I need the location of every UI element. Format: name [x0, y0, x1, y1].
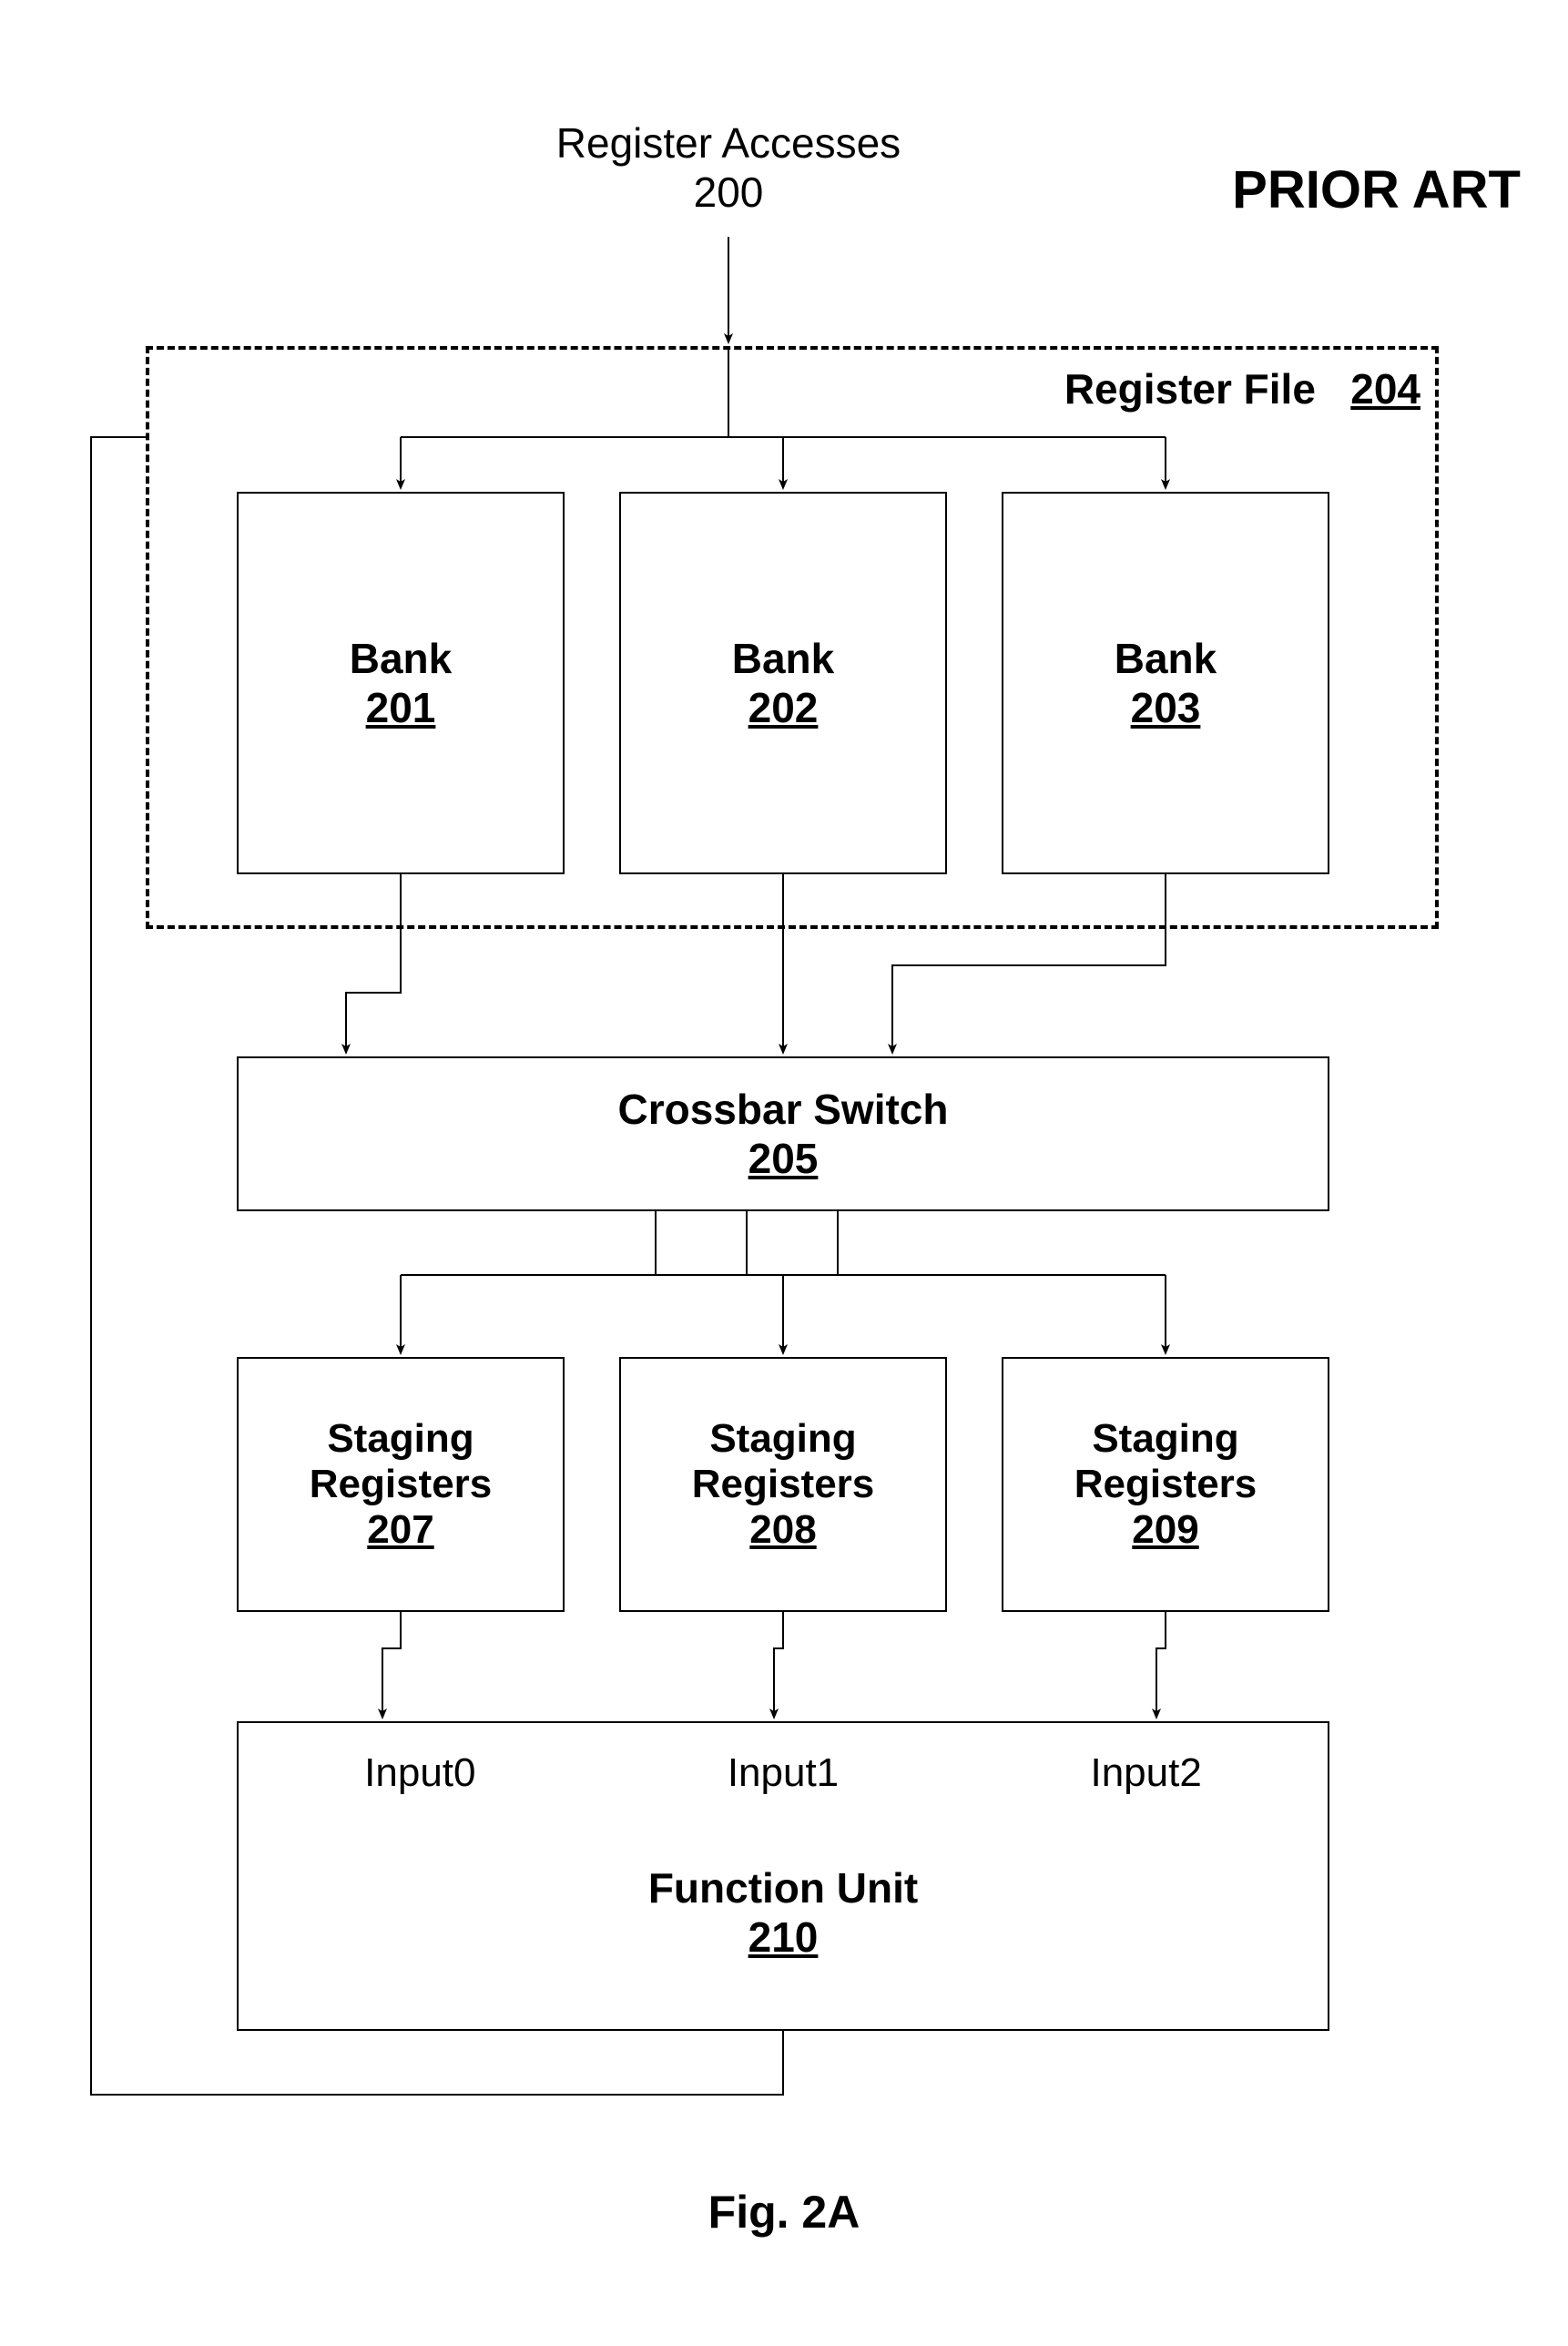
register-file-text: Register File: [1064, 365, 1316, 413]
register-file-num: 204: [1350, 365, 1420, 413]
staging-209-label2: Registers: [1074, 1462, 1257, 1507]
staging-207-label2: Registers: [310, 1462, 493, 1507]
staging-207-num: 207: [367, 1507, 433, 1553]
staging-209-box: Staging Registers 209: [1002, 1357, 1329, 1612]
input1-label: Input1: [728, 1750, 839, 1796]
bank-201-box: Bank 201: [237, 492, 565, 874]
staging-207-label1: Staging: [327, 1416, 473, 1462]
diagram-canvas: Register Accesses 200 PRIOR ART Register…: [0, 0, 1568, 2346]
bank-203-box: Bank 203: [1002, 492, 1329, 874]
function-unit-label: Function Unit: [648, 1863, 918, 1912]
register-accesses-text: Register Accesses: [410, 118, 1047, 168]
crossbar-label: Crossbar Switch: [618, 1085, 949, 1134]
staging-208-num: 208: [749, 1507, 816, 1553]
staging-209-label1: Staging: [1092, 1416, 1238, 1462]
staging-209-num: 209: [1132, 1507, 1198, 1553]
staging-208-label2: Registers: [692, 1462, 875, 1507]
bank-201-label: Bank: [350, 634, 452, 683]
register-accesses-label: Register Accesses 200: [410, 118, 1047, 217]
bank-203-label: Bank: [1115, 634, 1217, 683]
bank-201-num: 201: [366, 683, 436, 732]
crossbar-box: Crossbar Switch 205: [237, 1056, 1329, 1211]
input0-label: Input0: [364, 1750, 475, 1796]
figure-caption-text: Fig. 2A: [708, 2187, 860, 2238]
crossbar-num: 205: [748, 1134, 819, 1183]
input2-label: Input2: [1090, 1750, 1201, 1796]
register-accesses-num: 200: [410, 168, 1047, 217]
figure-caption: Fig. 2A: [0, 2186, 1568, 2239]
function-unit-num: 210: [648, 1912, 918, 1962]
bank-202-label: Bank: [732, 634, 834, 683]
staging-207-box: Staging Registers 207: [237, 1357, 565, 1612]
staging-208-box: Staging Registers 208: [619, 1357, 947, 1612]
prior-art-text: PRIOR ART: [1232, 160, 1521, 219]
register-file-label: Register File 204: [965, 364, 1420, 413]
bank-202-num: 202: [748, 683, 819, 732]
prior-art-label: PRIOR ART: [1047, 159, 1521, 220]
function-unit-box: Input0 Input1 Input2 Function Unit 210: [237, 1721, 1329, 2031]
bank-202-box: Bank 202: [619, 492, 947, 874]
bank-203-num: 203: [1131, 683, 1201, 732]
staging-208-label1: Staging: [709, 1416, 856, 1462]
